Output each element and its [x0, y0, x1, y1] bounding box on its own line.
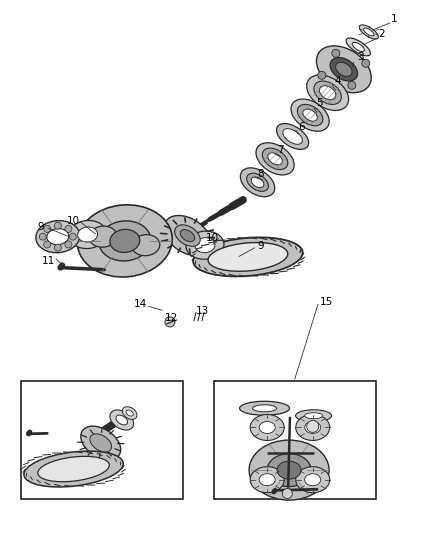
Ellipse shape — [24, 451, 123, 487]
Circle shape — [54, 222, 61, 229]
Ellipse shape — [296, 467, 330, 492]
Ellipse shape — [305, 474, 321, 486]
Circle shape — [165, 317, 175, 327]
Ellipse shape — [122, 407, 137, 419]
Ellipse shape — [319, 86, 336, 100]
Ellipse shape — [336, 62, 352, 76]
Ellipse shape — [268, 153, 283, 165]
Text: 2: 2 — [378, 29, 385, 39]
Text: 3: 3 — [357, 52, 364, 62]
Ellipse shape — [283, 128, 302, 144]
Ellipse shape — [314, 81, 341, 104]
Circle shape — [69, 233, 76, 240]
Ellipse shape — [186, 231, 224, 259]
Ellipse shape — [259, 422, 275, 433]
Text: 10: 10 — [67, 216, 80, 225]
Text: 9: 9 — [258, 241, 265, 251]
Ellipse shape — [346, 38, 371, 56]
Ellipse shape — [90, 434, 112, 452]
Ellipse shape — [251, 177, 264, 188]
Ellipse shape — [291, 99, 329, 131]
Ellipse shape — [132, 235, 160, 256]
Ellipse shape — [78, 205, 172, 277]
Text: 5: 5 — [316, 99, 323, 108]
Text: 1: 1 — [391, 14, 398, 23]
Ellipse shape — [175, 225, 200, 246]
Circle shape — [283, 489, 292, 498]
Ellipse shape — [36, 221, 80, 253]
Text: 8: 8 — [257, 169, 264, 179]
Ellipse shape — [364, 28, 374, 36]
Ellipse shape — [126, 410, 133, 416]
Text: 7: 7 — [277, 146, 284, 155]
Text: 11: 11 — [42, 256, 55, 266]
Ellipse shape — [250, 415, 284, 440]
Ellipse shape — [250, 467, 284, 492]
Ellipse shape — [303, 109, 318, 121]
Ellipse shape — [110, 410, 134, 430]
Ellipse shape — [296, 410, 332, 422]
Circle shape — [332, 49, 340, 57]
Text: 14: 14 — [134, 299, 147, 309]
Circle shape — [44, 225, 51, 232]
Ellipse shape — [81, 426, 121, 459]
Ellipse shape — [180, 230, 195, 241]
Ellipse shape — [359, 25, 378, 39]
Ellipse shape — [78, 227, 98, 242]
Ellipse shape — [307, 75, 349, 110]
Circle shape — [318, 71, 326, 79]
Ellipse shape — [256, 143, 294, 175]
Ellipse shape — [89, 226, 117, 247]
Ellipse shape — [69, 221, 106, 248]
Ellipse shape — [297, 104, 323, 126]
Ellipse shape — [296, 415, 330, 440]
Text: 15: 15 — [320, 297, 333, 306]
Ellipse shape — [110, 229, 140, 253]
Ellipse shape — [304, 413, 323, 419]
Ellipse shape — [259, 474, 275, 486]
Bar — [214, 381, 376, 499]
Ellipse shape — [305, 422, 321, 433]
Ellipse shape — [38, 456, 110, 482]
Text: 13: 13 — [196, 306, 209, 316]
Text: 10: 10 — [205, 233, 219, 243]
Ellipse shape — [267, 454, 311, 487]
Circle shape — [44, 241, 51, 248]
Ellipse shape — [247, 173, 268, 191]
Ellipse shape — [195, 238, 215, 253]
Ellipse shape — [352, 42, 364, 52]
Circle shape — [348, 82, 356, 90]
Ellipse shape — [249, 440, 329, 500]
Circle shape — [362, 59, 370, 67]
Ellipse shape — [330, 58, 357, 81]
Ellipse shape — [276, 124, 309, 149]
Text: 9: 9 — [37, 222, 44, 232]
Ellipse shape — [116, 415, 127, 425]
Circle shape — [307, 421, 319, 432]
Ellipse shape — [240, 401, 290, 415]
Ellipse shape — [253, 405, 276, 412]
Ellipse shape — [240, 168, 275, 197]
Circle shape — [39, 233, 46, 240]
Ellipse shape — [277, 461, 301, 479]
Ellipse shape — [193, 237, 303, 277]
Bar — [21, 381, 183, 499]
Ellipse shape — [208, 243, 288, 271]
Ellipse shape — [99, 221, 151, 261]
Ellipse shape — [316, 46, 371, 93]
Text: 12: 12 — [165, 313, 178, 322]
Ellipse shape — [47, 229, 69, 245]
Ellipse shape — [164, 215, 211, 256]
Text: 4: 4 — [335, 76, 342, 86]
Text: 6: 6 — [298, 122, 305, 132]
Ellipse shape — [262, 148, 288, 169]
Circle shape — [54, 244, 61, 251]
Circle shape — [65, 241, 72, 248]
Circle shape — [65, 225, 72, 232]
